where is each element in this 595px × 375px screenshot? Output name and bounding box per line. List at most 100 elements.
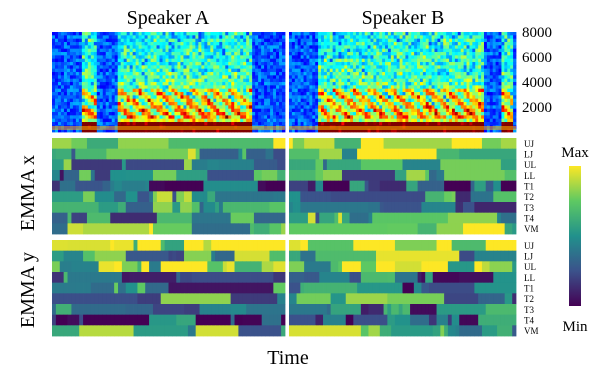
spectrogram-cell: [177, 102, 181, 106]
spectrogram-cell: [495, 78, 499, 83]
spectrogram-cell: [422, 128, 427, 133]
spectrogram-cell: [219, 58, 223, 63]
spectrogram-cell: [225, 38, 229, 43]
spectrogram-cell: [207, 105, 211, 110]
spectrogram-cell: [353, 82, 357, 86]
spectrogram-cell: [180, 128, 184, 133]
spectrogram-cell: [460, 42, 465, 46]
spectrogram-cell: [428, 112, 432, 116]
spectrogram-cell: [291, 65, 296, 70]
spectrogram-cell: [396, 68, 400, 73]
spectrogram-cell: [54, 35, 59, 40]
spectrogram-cell: [489, 62, 494, 66]
spectrogram-cell: [289, 88, 293, 93]
spectrogram-cell: [195, 85, 199, 90]
spectrogram-cell: [150, 92, 154, 96]
spectrogram-cell: [204, 52, 208, 56]
spectrogram-cell: [225, 62, 229, 66]
spectrogram-cell: [475, 102, 479, 106]
emma-cell: [114, 138, 119, 150]
spectrogram-cell: [318, 128, 322, 133]
spectrogram-cell: [273, 32, 277, 36]
spectrogram-cell: [425, 105, 430, 110]
spectrogram-cell: [344, 88, 348, 93]
spectrogram-cell: [246, 55, 250, 60]
spectrogram-cell: [210, 98, 214, 103]
spectrogram-cell: [361, 102, 366, 106]
spectrogram-cell: [440, 115, 444, 120]
spectrogram-cell: [361, 65, 366, 70]
spectrogram-cell: [120, 32, 125, 36]
spectrogram-cell: [489, 108, 494, 113]
spectrogram-cell: [132, 98, 137, 103]
spectrogram-cell: [177, 118, 181, 123]
spectrogram-cell: [492, 75, 497, 80]
spectrogram-cell: [373, 78, 377, 83]
spectrogram-cell: [440, 118, 444, 123]
spectrogram-cell: [138, 75, 143, 80]
spectrogram-cell: [422, 65, 427, 70]
spectrogram-cell: [460, 48, 465, 53]
spectrogram-cell: [402, 108, 406, 113]
spectrogram-cell: [255, 55, 259, 60]
spectrogram-cell: [249, 85, 253, 90]
spectrogram-cell: [463, 32, 467, 36]
spectrogram-cell: [279, 68, 283, 73]
emma-cell: [180, 138, 185, 150]
spectrogram-cell: [258, 68, 262, 73]
spectrogram-cell: [198, 62, 202, 66]
spectrogram-cell: [332, 58, 336, 63]
spectrogram-cell: [57, 102, 62, 106]
spectrogram-cell: [326, 32, 331, 36]
spectrogram-cell: [159, 128, 163, 133]
spectrogram-cell: [156, 112, 160, 116]
spectrogram-cell: [396, 52, 400, 56]
spectrogram-cell: [216, 62, 220, 66]
spectrogram-cell: [78, 112, 83, 116]
spectrogram-cell: [231, 78, 235, 83]
spectrogram-cell: [344, 112, 348, 116]
spectrogram-cell: [510, 38, 514, 43]
spectrogram-cell: [141, 42, 146, 46]
spectrogram-cell: [355, 38, 360, 43]
spectrogram-cell: [267, 92, 271, 96]
spectrogram-cell: [246, 102, 250, 106]
spectrogram-cell: [437, 105, 441, 110]
spectrogram-cell: [81, 78, 86, 83]
spectrogram-cell: [90, 105, 95, 110]
spectrogram-cell: [132, 58, 137, 63]
spectrogram-cell: [141, 85, 146, 90]
spectrogram-cell: [102, 95, 107, 100]
spectrogram-cell: [60, 108, 65, 113]
spectrogram-cell: [252, 85, 256, 90]
spectrogram-cell: [437, 42, 441, 46]
spectrogram-cell: [355, 108, 360, 113]
spectrogram-cell: [192, 122, 196, 126]
spectrogram-cell: [171, 78, 175, 83]
spectrogram-cell: [422, 88, 427, 93]
spectrogram-cell: [165, 98, 169, 103]
spectrogram-cell: [117, 48, 122, 53]
spectrogram-cell: [370, 55, 374, 60]
spectrogram-cell: [489, 38, 494, 43]
spectrogram-cell: [353, 38, 357, 43]
spectrogram-cell: [159, 52, 163, 56]
spectrogram-cell: [246, 48, 250, 53]
spectrogram-cell: [189, 65, 193, 70]
spectrogram-cell: [81, 102, 86, 106]
spectrogram-cell: [276, 38, 280, 43]
spectrogram-cell: [405, 122, 409, 126]
spectrogram-cell: [321, 122, 325, 126]
spectrogram-cell: [309, 112, 313, 116]
spectrogram-cell: [186, 55, 190, 60]
spectrogram-cell: [318, 38, 322, 43]
spectrogram-cell: [150, 68, 154, 73]
spectrogram-cell: [358, 105, 363, 110]
spectrogram-cell: [63, 108, 68, 113]
spectrogram-cell: [385, 85, 389, 90]
spectrogram-cell: [240, 115, 244, 120]
spectrogram-cell: [300, 122, 304, 126]
spectrogram-cell: [361, 108, 366, 113]
spectrogram-cell: [457, 42, 462, 46]
spectrogram-cell: [390, 42, 395, 46]
